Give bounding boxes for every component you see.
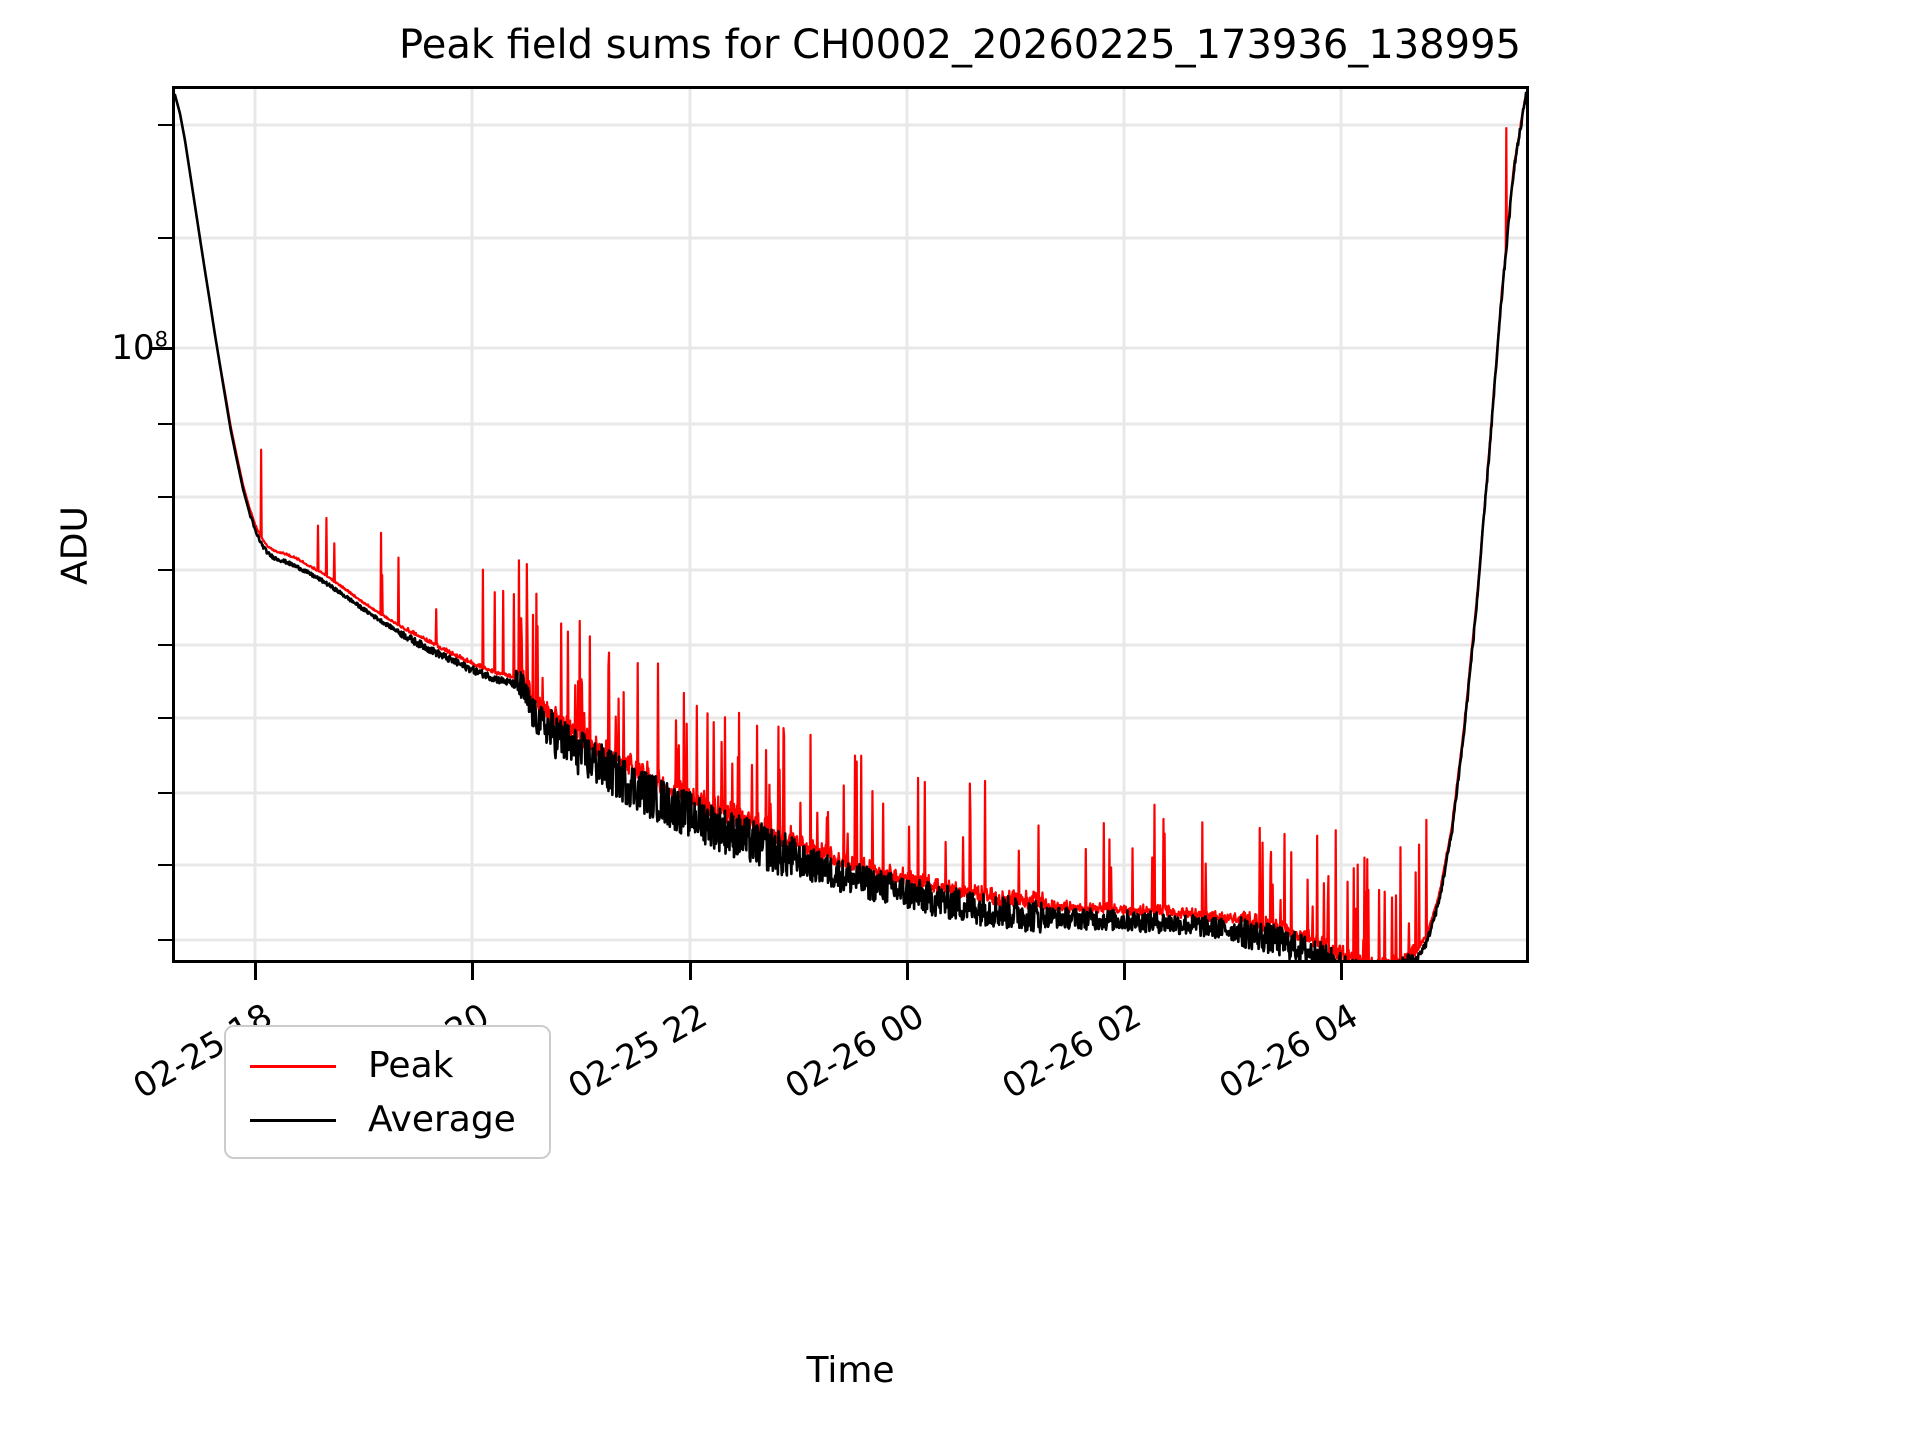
y-tick-minor: [158, 423, 172, 425]
x-axis-label: Time: [806, 1350, 895, 1391]
x-tick-mark: [471, 963, 474, 980]
grid-lines: [175, 89, 1526, 960]
x-tick-mark: [254, 963, 257, 980]
y-tick-minor: [158, 237, 172, 239]
y-tick-minor: [158, 792, 172, 794]
y-tick-minor: [158, 717, 172, 719]
x-tick-label: 02-26 00: [778, 996, 931, 1108]
legend-entry[interactable]: Average: [226, 1095, 549, 1145]
legend-color-swatch: [250, 1118, 336, 1122]
plot-canvas: [175, 89, 1526, 960]
x-tick-mark: [1340, 963, 1343, 980]
y-tick-minor: [158, 864, 172, 866]
x-tick-label: 02-26 02: [995, 996, 1148, 1108]
series-line-peak: [175, 93, 1526, 960]
y-tick-minor: [158, 644, 172, 646]
plot-area: [172, 86, 1529, 963]
y-tick-minor: [158, 939, 172, 941]
legend[interactable]: Peak Average: [224, 1025, 551, 1159]
y-tick-minor: [158, 124, 172, 126]
y-axis-label: ADU: [54, 506, 96, 585]
y-tick-label: 108: [111, 326, 168, 368]
series-line-average: [175, 91, 1526, 960]
legend-color-swatch: [250, 1064, 336, 1068]
x-tick-label: 02-26 04: [1212, 996, 1365, 1108]
legend-label: Average: [368, 1099, 516, 1140]
x-tick-mark: [689, 963, 692, 980]
chart-title: Peak field sums for CH0002_20260225_1739…: [399, 22, 1521, 68]
x-tick-mark: [906, 963, 909, 980]
legend-entry[interactable]: Peak: [226, 1041, 549, 1091]
legend-label: Peak: [368, 1045, 454, 1086]
x-tick-mark: [1123, 963, 1126, 980]
y-tick-major: [150, 347, 172, 350]
y-tick-minor: [158, 496, 172, 498]
y-tick-minor: [158, 569, 172, 571]
